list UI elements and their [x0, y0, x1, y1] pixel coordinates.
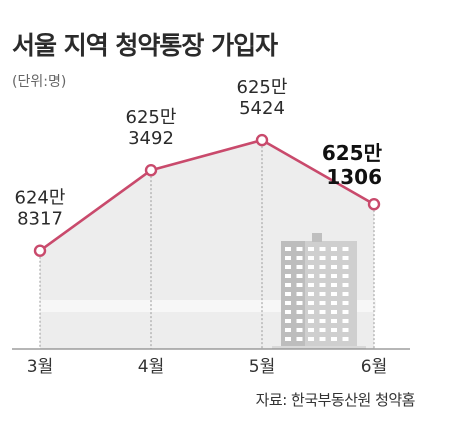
value-labels: 624만 8317 625만 3492 625만 5424 625만 1306 [15, 77, 383, 230]
data-points [33, 133, 381, 257]
data-point [144, 163, 158, 177]
x-tick-label: 3월 [27, 357, 53, 377]
source-note: 자료: 한국부동산원 청약홈 [255, 391, 416, 409]
value-label: 624만 8317 [15, 188, 66, 230]
value-label: 625만 1306 [322, 141, 383, 189]
drop-lines [39, 146, 375, 349]
x-tick-label: 6월 [361, 357, 387, 377]
building-illustration [272, 233, 366, 349]
data-point [367, 197, 381, 211]
data-line [39, 138, 375, 252]
data-point [255, 133, 269, 147]
x-axis-ticks: 3월 4월 5월 6월 [27, 357, 387, 377]
x-tick-label: 4월 [138, 357, 164, 377]
x-tick-label: 5월 [249, 357, 275, 377]
value-label: 625만 3492 [126, 107, 177, 149]
chart-title: 서울 지역 청약통장 가입자 [12, 31, 278, 60]
value-label: 625만 5424 [237, 77, 288, 119]
data-point [33, 244, 47, 257]
unit-label: (단위:명) [12, 74, 67, 90]
